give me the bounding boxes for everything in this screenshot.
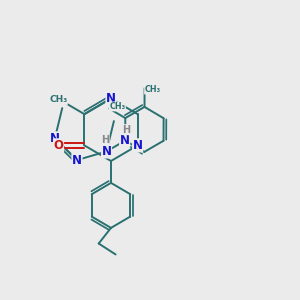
Text: N: N: [133, 139, 142, 152]
Text: N: N: [106, 92, 116, 105]
Text: N: N: [101, 145, 112, 158]
Text: H: H: [122, 125, 130, 135]
Text: N: N: [50, 132, 60, 145]
Text: H: H: [122, 125, 130, 135]
Text: CH₃: CH₃: [109, 102, 125, 111]
Text: H: H: [101, 135, 109, 145]
Text: N: N: [120, 134, 130, 147]
Text: N: N: [72, 154, 82, 166]
Text: O: O: [53, 139, 64, 152]
Text: CH₃: CH₃: [49, 95, 68, 104]
Text: CH₃: CH₃: [145, 85, 161, 94]
